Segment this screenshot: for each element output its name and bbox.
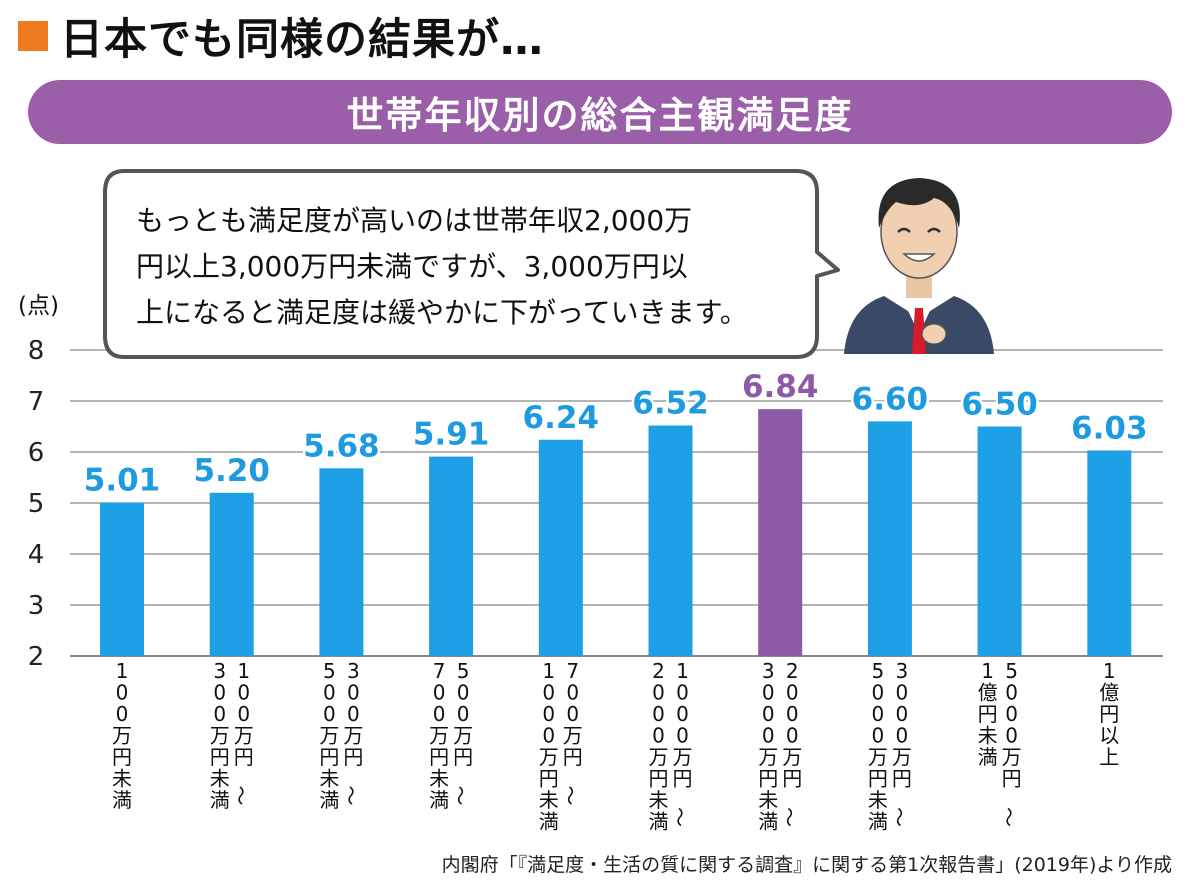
x-tick-label: 2 0 0 0 万円〜 xyxy=(777,659,802,827)
x-tick-label: 1 億円未満 xyxy=(978,659,998,769)
speech-bubble-text: もっとも満足度が高いのは世帯年収2,000万 円以上3,000万円未満ですが、3… xyxy=(136,198,816,336)
page-heading: 日本でも同様の結果が… xyxy=(18,8,544,65)
x-tick-label: 3 0 0 0 万円〜 xyxy=(887,659,912,827)
y-tick-label: 8 xyxy=(28,336,45,366)
x-tick-label: 5 0 0 万円〜 xyxy=(448,659,473,806)
x-tick-label: 1 0 0 0 万円未満 xyxy=(539,659,559,834)
y-tick-label: 2 xyxy=(28,642,45,672)
bar xyxy=(429,456,474,656)
x-tick-label: 7 0 0 万円〜 xyxy=(558,659,583,806)
x-tick-label: 3 0 0 万円未満 xyxy=(210,659,230,812)
x-tick-label: 1 0 0 0 万円〜 xyxy=(668,659,693,827)
bar xyxy=(977,426,1022,656)
y-tick-label: 3 xyxy=(28,591,45,621)
data-label: 6.52 xyxy=(632,385,709,421)
x-tick-label: 3 0 0 万円〜 xyxy=(338,659,363,806)
bar xyxy=(648,425,693,656)
bar xyxy=(538,439,583,656)
y-tick-label: 5 xyxy=(28,489,45,519)
data-label: 6.24 xyxy=(523,400,600,436)
heading-text: 日本でも同様の結果が… xyxy=(60,15,544,65)
data-label: 5.68 xyxy=(303,428,380,464)
x-tick-label: 7 0 0 万円未満 xyxy=(429,659,449,812)
y-axis-unit-label: (点) xyxy=(18,293,59,319)
x-tick-label: 5 0 0 0 万円未満 xyxy=(868,659,888,834)
bar xyxy=(758,409,803,656)
data-label: 6.50 xyxy=(961,387,1038,423)
x-tick-label: 3 0 0 0 万円未満 xyxy=(758,659,778,834)
bar xyxy=(209,492,254,656)
x-tick-label: 5 0 0 万円未満 xyxy=(319,659,339,812)
speech-line-1: もっとも満足度が高いのは世帯年収2,000万 xyxy=(136,204,693,237)
bar xyxy=(100,502,144,656)
data-label: 6.60 xyxy=(852,381,929,417)
data-label: 6.84 xyxy=(742,369,819,405)
bar xyxy=(319,468,364,656)
bar xyxy=(867,421,912,656)
y-tick-label: 6 xyxy=(28,438,45,468)
chart-title: 世帯年収別の総合主観満足度 xyxy=(346,94,854,137)
y-tick-label: 7 xyxy=(28,387,45,417)
businessman-illustration xyxy=(844,178,994,354)
x-tick-label: 1 0 0 万円未満 xyxy=(112,659,132,812)
x-tick-label: 5 0 0 0 万円〜 xyxy=(997,659,1022,827)
data-label: 5.01 xyxy=(84,462,161,498)
data-label: 5.20 xyxy=(193,453,270,489)
data-label: 6.03 xyxy=(1071,410,1148,446)
x-tick-label: 1 億円以上 xyxy=(1099,659,1119,769)
speech-bubble-shape xyxy=(103,169,840,359)
x-tick-label: 2 0 0 0 万円未満 xyxy=(649,659,669,834)
data-label: 5.91 xyxy=(413,417,490,453)
speech-line-3: 上になると満足度は緩やかに下がっていきます。 xyxy=(136,296,748,329)
source-note: 内閣府「『満足度・生活の質に関する調査』に関する第1次報告書」(2019年)より… xyxy=(441,854,1172,876)
speech-bubble: もっとも満足度が高いのは世帯年収2,000万 円以上3,000万円未満ですが、3… xyxy=(102,168,840,360)
speech-line-2: 円以上3,000万円未満ですが、3,000万円以 xyxy=(136,250,688,283)
bar xyxy=(1087,450,1132,656)
orange-square-icon xyxy=(18,21,48,51)
chart-title-banner: 世帯年収別の総合主観満足度 xyxy=(28,80,1172,144)
x-tick-label: 1 0 0 万円〜 xyxy=(229,659,254,806)
y-tick-label: 4 xyxy=(28,540,45,570)
